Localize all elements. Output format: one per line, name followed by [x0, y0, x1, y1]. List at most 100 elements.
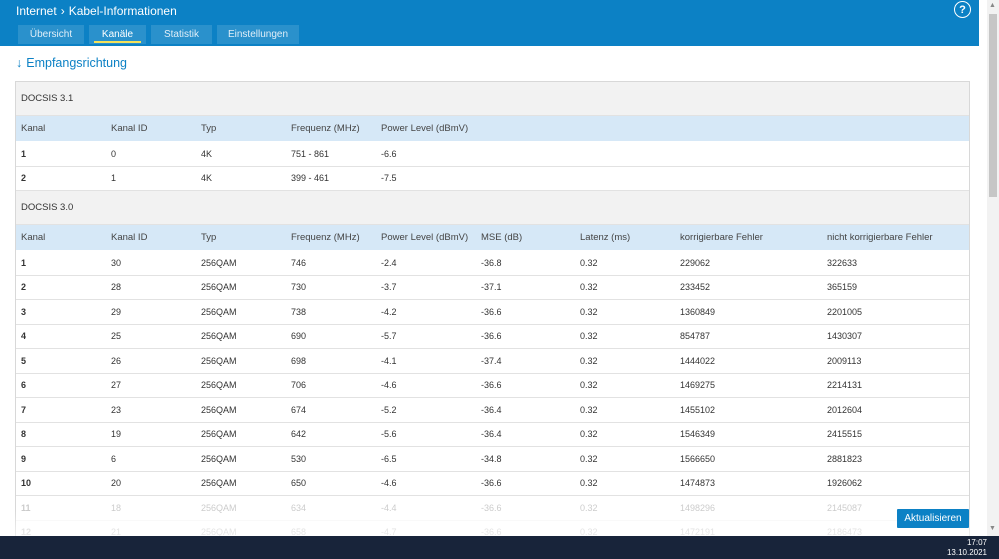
table-cell: 4K: [201, 148, 213, 159]
scrollbar-thumb[interactable]: [989, 14, 997, 197]
scroll-up-icon[interactable]: ▲: [989, 2, 996, 9]
table-cell: 650: [291, 478, 307, 489]
table-cell: -4.6: [381, 478, 397, 489]
table-cell: -7.5: [381, 173, 397, 184]
table-cell: 1455102: [680, 404, 716, 415]
system-clock[interactable]: 17:07 13.10.2021: [947, 538, 987, 558]
table-cell: -3.7: [381, 282, 397, 293]
table-cell: 0.32: [580, 453, 598, 464]
table-cell: 0.32: [580, 502, 598, 513]
table-cell: 674: [291, 404, 307, 415]
table-cell: -36.4: [481, 404, 502, 415]
column-header: Typ: [201, 232, 217, 243]
table-cell: 1469275: [680, 380, 716, 391]
breadcrumb: Internet › Kabel-Informationen: [16, 4, 177, 18]
table-cell: 5: [21, 355, 27, 366]
table-cell: -4.1: [381, 355, 397, 366]
table-cell: 256QAM: [201, 453, 237, 464]
breadcrumb-current: Kabel-Informationen: [68, 4, 177, 18]
table-cell: 26: [111, 355, 122, 366]
table-cell: 256QAM: [201, 282, 237, 293]
table-cell: 322633: [827, 257, 858, 268]
table-cell: 256QAM: [201, 331, 237, 342]
table-cell: 6: [111, 453, 117, 464]
table-cell: 658: [291, 527, 307, 536]
chevron-right-icon: ›: [60, 4, 65, 18]
docsis30-header-row: Kanal Kanal ID Typ Frequenz (MHz) Power Leve…: [16, 225, 969, 250]
table-cell: 1: [21, 257, 27, 268]
refresh-button[interactable]: Aktualisieren: [897, 509, 969, 528]
table-cell: 0.32: [580, 282, 598, 293]
table-row: 1 30 256QAM 746 -2.4 -36.8 0.32 229062 322633: [16, 251, 969, 276]
table-cell: 256QAM: [201, 527, 237, 536]
table-cell: 1546349: [680, 429, 716, 440]
table-cell: 0.32: [580, 355, 598, 366]
column-header: Typ: [201, 123, 217, 134]
table-cell: -5.2: [381, 404, 397, 415]
clock-date: 13.10.2021: [946, 548, 987, 557]
taskbar: 17:07 13.10.2021: [0, 536, 999, 559]
scroll-down-icon[interactable]: ▼: [989, 525, 996, 532]
section-title: ↓ Empfangsrichtung: [16, 56, 127, 70]
table-cell: -36.6: [481, 478, 502, 489]
table-cell: 10: [21, 478, 32, 489]
table-cell: 1430307: [827, 331, 863, 342]
table-cell: 11: [21, 502, 31, 513]
table-cell: 0.32: [580, 527, 598, 536]
tab-uebersicht[interactable]: Übersicht: [18, 25, 84, 44]
table-cell: 706: [291, 380, 307, 391]
table-cell: 12: [21, 527, 32, 536]
table-cell: 1566650: [680, 453, 716, 464]
table-cell: 1474873: [680, 478, 716, 489]
breadcrumb-root[interactable]: Internet: [16, 4, 57, 18]
table-cell: 9: [21, 453, 27, 464]
table-cell: 1472191: [680, 527, 716, 536]
tab-kanaele[interactable]: Kanäle: [89, 25, 146, 44]
table-cell: 746: [291, 257, 307, 268]
table-cell: 256QAM: [201, 355, 237, 366]
tab-statistik[interactable]: Statistik: [151, 25, 212, 44]
help-icon[interactable]: ?: [954, 1, 971, 18]
column-header: Kanal ID: [111, 123, 148, 134]
table-cell: -36.4: [481, 429, 502, 440]
column-header: MSE (dB): [481, 232, 523, 243]
table-row: 8 19 256QAM 642 -5.6 -36.4 0.32 1546349 2415515: [16, 422, 969, 447]
table-cell: 1360849: [680, 306, 716, 317]
table-row: 6 27 256QAM 706 -4.6 -36.6 0.32 1469275 2214131: [16, 373, 969, 398]
table-row: 5 26 256QAM 698 -4.1 -37.4 0.32 1444022 2009113: [16, 349, 969, 374]
table-cell: -36.6: [481, 306, 502, 317]
table-cell: 854787: [680, 331, 711, 342]
table-cell: 738: [291, 306, 307, 317]
channel-table: DOCSIS 3.1 Kanal Kanal ID Typ Frequenz (MHz…: [15, 81, 970, 536]
table-cell: 0.32: [580, 306, 598, 317]
table-cell: 690: [291, 331, 307, 342]
vertical-scrollbar[interactable]: ▲ ▼: [987, 0, 999, 536]
table-row: 7 23 256QAM 674 -5.2 -36.4 0.32 1455102 2012604: [16, 398, 969, 423]
table-cell: 634: [291, 502, 307, 513]
table-row: 2 28 256QAM 730 -3.7 -37.1 0.32 233452 365159: [16, 275, 969, 300]
table-cell: 25: [111, 331, 122, 342]
table-cell: 1926062: [827, 478, 863, 489]
table-cell: -36.6: [481, 502, 502, 513]
top-bar: Internet › Kabel-Informationen ? Übersic…: [0, 0, 979, 46]
tab-einstellungen[interactable]: Einstellungen: [217, 25, 299, 44]
table-cell: 256QAM: [201, 404, 237, 415]
table-cell: -2.4: [381, 257, 397, 268]
table-cell: 0.32: [580, 429, 598, 440]
table-cell: -36.6: [481, 380, 502, 391]
column-header: Power Level (dBmV): [381, 232, 469, 243]
table-cell: -36.8: [481, 257, 502, 268]
table-cell: 256QAM: [201, 478, 237, 489]
table-cell: 4: [21, 331, 27, 342]
table-cell: 0.32: [580, 331, 598, 342]
table-row: 11 18 256QAM 634 -4.4 -36.6 0.32 1498296 2145087: [16, 496, 969, 521]
table-cell: 0.32: [580, 478, 598, 489]
table-cell: 2145087: [827, 502, 863, 513]
table-cell: 2: [21, 282, 27, 293]
table-cell: -4.4: [381, 502, 397, 513]
column-header: Frequenz (MHz): [291, 232, 360, 243]
table-cell: 1498296: [680, 502, 716, 513]
table-cell: 2186473: [827, 527, 863, 536]
table-cell: 698: [291, 355, 307, 366]
table-cell: 642: [291, 429, 307, 440]
